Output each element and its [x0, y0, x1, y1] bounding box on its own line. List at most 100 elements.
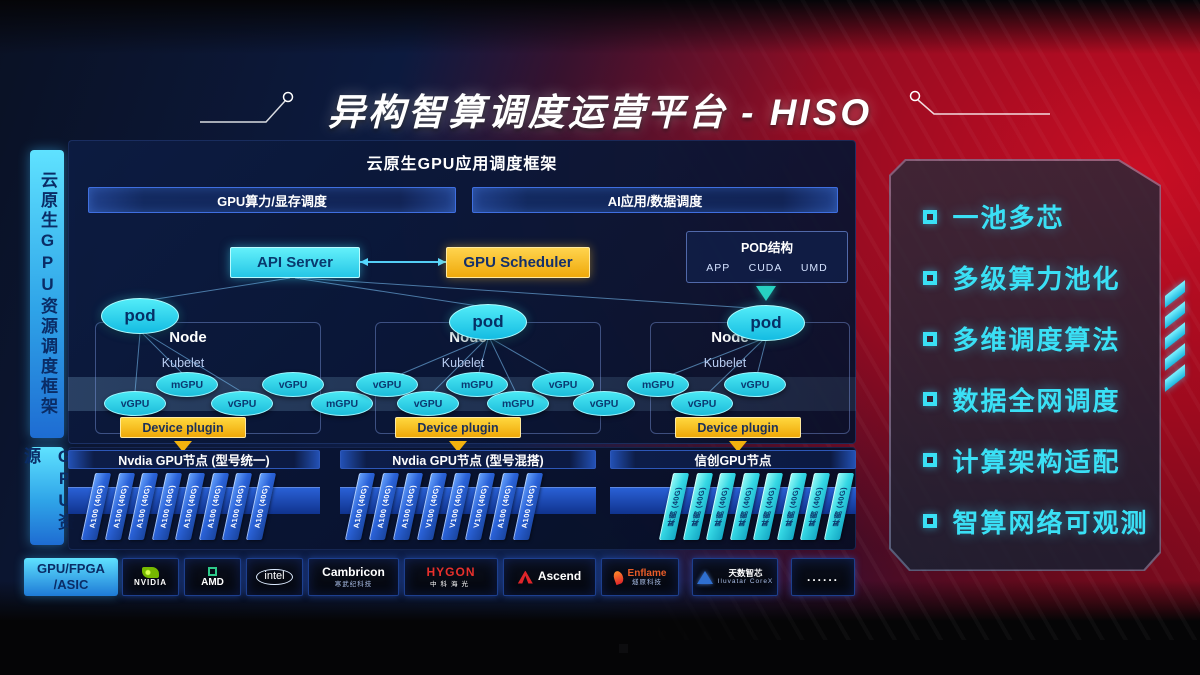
vgpu-ellipse: vGPU: [724, 372, 786, 397]
feature-text: 一池多芯: [952, 203, 1065, 234]
vendor-name: 天数智芯: [728, 567, 763, 578]
vendor-name: HYGON: [426, 565, 476, 580]
vgpu-ellipse: vGPU: [262, 372, 324, 397]
feature-list: 一池多芯多级算力池化 多维调度算法 数据全网调度 计算架构适配 智算网络可观测: [891, 161, 1160, 570]
square-bullet-icon: [923, 332, 937, 346]
vendor-text: Enflame 燧原科技: [628, 568, 667, 586]
subbar-gpu-compute: GPU算力/显存调度: [88, 187, 456, 213]
vendor-name: Enflame: [627, 567, 667, 579]
vendor-subname: Iluvatar CoreX: [717, 578, 774, 586]
feature-item: 一池多芯: [923, 198, 1160, 235]
vendor-subname: 中科海光: [430, 580, 472, 588]
vendor-name: Ascend: [537, 569, 582, 584]
vendor-box-nvidia: NVIDIA: [122, 558, 179, 596]
vendor-label-line1: GPU/FPGA: [37, 560, 105, 576]
gpu-group-header: Nvdia GPU节点 (型号混搭): [340, 450, 596, 469]
vendor-box-intel: intel: [246, 558, 303, 596]
square-bullet-icon: [923, 453, 937, 467]
vendor-name: ......: [806, 570, 839, 584]
feature-text: 智算网络可观测: [952, 507, 1149, 538]
gpu-group-header: 信创GPU节点: [610, 450, 856, 469]
vendor-box-hygon: HYGON 中科海光: [404, 558, 498, 596]
cyan-stripes-decor-icon: [1165, 280, 1187, 392]
square-bullet-icon: [923, 271, 937, 285]
sidebar-label-framework-text: 云原生GPU资源调度框架: [38, 171, 57, 417]
amd-logo-icon: [208, 566, 217, 576]
device-plugin-arrow-icon: [449, 441, 467, 452]
gpu-group-header: Nvdia GPU节点 (型号统一): [68, 450, 320, 469]
vendor-box-ascend: Ascend: [503, 558, 596, 596]
vendor-box-amd: AMD: [184, 558, 241, 596]
api-server-box: API Server: [230, 247, 360, 278]
device-plugin-2: Device plugin: [395, 417, 521, 438]
vgpu-ellipse: vGPU: [397, 391, 459, 416]
pod-ellipse-3: pod: [727, 305, 805, 341]
feature-panel-border: 一池多芯多级算力池化 多维调度算法 数据全网调度 计算架构适配 智算网络可观测: [889, 159, 1161, 571]
vendor-box-more-dots: ......: [791, 558, 855, 596]
node-name: Node: [169, 329, 207, 346]
sidebar-label-gpu: GPU资源: [21, 447, 74, 545]
vgpu-ellipse: vGPU: [356, 372, 418, 397]
feature-text: 计算架构适配: [952, 446, 1121, 477]
vendor-text: 天数智芯 Iluvatar CoreX: [717, 567, 774, 586]
pod-structure-item: UMD: [800, 262, 828, 274]
vendor-box-enflame: Enflame 燧原科技: [601, 558, 679, 596]
device-plugin-1: Device plugin: [120, 417, 246, 438]
iluvatar-logo-icon: [696, 570, 713, 584]
nvidia-logo-icon: [142, 566, 159, 578]
vendor-name: NVIDIA: [133, 577, 168, 587]
gpu-group-xinchuang: 信创GPU节点 昇腾 (40G) 昇腾 (40G) 昇腾 (40G) 昇腾 (40G)…: [610, 450, 856, 546]
feature-item: 智算网络可观测: [923, 503, 1160, 540]
vendor-box-cambricon: Cambricon 寒武纪科技: [308, 558, 399, 596]
gpu-group-mixed: Nvdia GPU节点 (型号混搭) A100 (40G) A100 (40G) A…: [340, 450, 596, 546]
framework-title: 云原生GPU应用调度框架: [366, 156, 558, 173]
mgpu-ellipse: mGPU: [311, 391, 373, 416]
pod-structure-item: CUDA: [748, 262, 783, 274]
vgpu-ellipse: vGPU: [671, 391, 733, 416]
pod-ellipse-1: pod: [101, 298, 179, 334]
sidebar-label-framework: 云原生GPU资源调度框架: [30, 150, 64, 438]
vendor-row-label: GPU/FPGA /ASIC: [24, 558, 118, 596]
gpu-scheduler-box: GPU Scheduler: [446, 247, 590, 278]
mgpu-ellipse: mGPU: [627, 372, 689, 397]
vgpu-ellipse: vGPU: [573, 391, 635, 416]
vendor-subname: 寒武纪科技: [334, 580, 373, 588]
enflame-logo-icon: [611, 569, 625, 585]
vgpu-ellipse: vGPU: [211, 391, 273, 416]
feature-item: 多维调度算法: [923, 320, 1160, 357]
feature-text: 多级算力池化: [952, 264, 1121, 295]
pod-structure-title: POD结构: [740, 241, 794, 255]
square-bullet-icon: [923, 514, 937, 528]
vendor-name: intel: [256, 569, 293, 585]
mgpu-ellipse: mGPU: [487, 391, 549, 416]
feature-item: 计算架构适配: [923, 442, 1160, 479]
square-bullet-icon: [923, 210, 937, 224]
vendor-name: Cambricon: [322, 565, 385, 580]
vendor-name: AMD: [201, 576, 224, 588]
gpu-group-uniform: Nvdia GPU节点 (型号统一) A100 (40G) A100 (40G) A…: [68, 450, 320, 546]
pod-structure-item: APP: [706, 262, 731, 274]
bottom-dot-decor: [619, 644, 628, 653]
pod-structure-items: APP CUDA UMD: [687, 262, 847, 274]
node-agent: Kubelet: [161, 356, 205, 370]
device-plugin-3: Device plugin: [675, 417, 801, 438]
feature-text: 数据全网调度: [952, 385, 1121, 416]
page-title: 异构智算调度运营平台 - HISO: [327, 92, 873, 133]
mgpu-ellipse: mGPU: [446, 372, 508, 397]
pod-structure-panel: POD结构 APP CUDA UMD: [686, 231, 848, 283]
vgpu-ellipse: vGPU: [104, 391, 166, 416]
node-agent: Kubelet: [703, 356, 747, 370]
feature-item: 数据全网调度: [923, 381, 1160, 418]
mgpu-ellipse: mGPU: [156, 372, 218, 397]
square-bullet-icon: [923, 392, 937, 406]
ascend-logo-icon: [517, 570, 533, 584]
node-agent: Kubelet: [441, 356, 485, 370]
feature-item: 多级算力池化: [923, 259, 1160, 296]
subbar-ai-app: AI应用/数据调度: [472, 187, 838, 213]
pod-down-arrow-icon: [756, 286, 776, 301]
device-plugin-arrow-icon: [729, 441, 747, 452]
vendor-box-iluvatar: 天数智芯 Iluvatar CoreX: [692, 558, 778, 596]
vendor-subname: 燧原科技: [632, 578, 662, 586]
feature-text: 多维调度算法: [952, 325, 1121, 356]
